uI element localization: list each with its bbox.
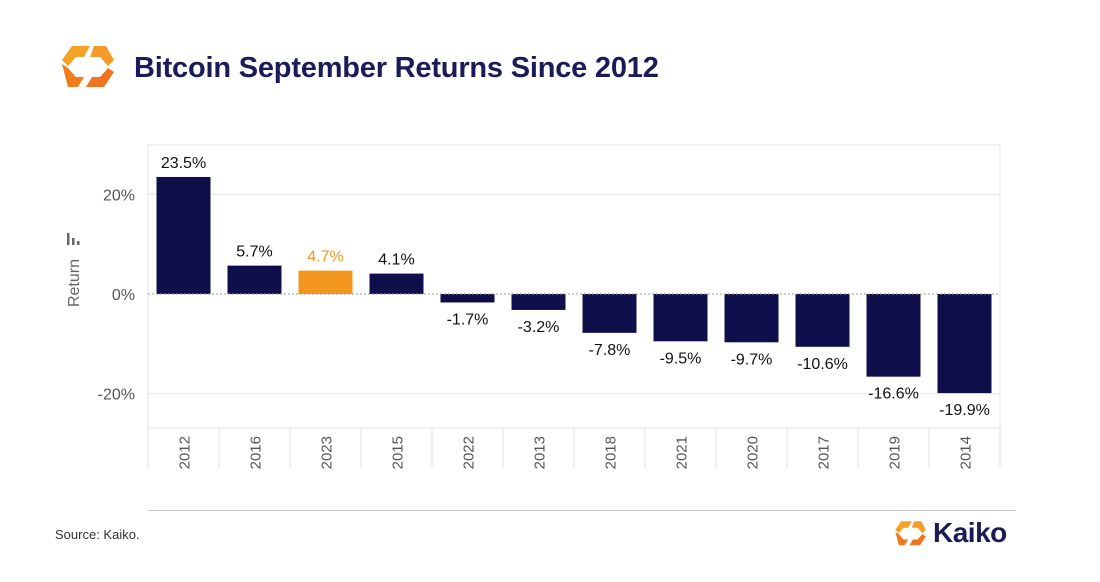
sort-icon-bar-1: [67, 233, 70, 245]
bar-2016: [227, 265, 282, 294]
bar-2022: [440, 294, 495, 303]
x-tick-label-2020: 2020: [745, 436, 762, 469]
sort-icon-bar-2: [72, 238, 75, 245]
y-tick-label: 0%: [112, 287, 135, 304]
bar-2012: [156, 176, 211, 294]
x-tick-label-2015: 2015: [390, 436, 407, 469]
bar-2019: [866, 294, 921, 377]
x-tick-label-2012: 2012: [177, 436, 194, 469]
kaiko-logo-icon: [62, 46, 114, 87]
data-label-2018: -7.8%: [589, 342, 631, 359]
bar-2018: [582, 294, 637, 333]
bar-2020: [724, 294, 779, 343]
data-label-2019: -16.6%: [868, 386, 919, 403]
x-tick-label-2021: 2021: [674, 436, 691, 469]
y-tick-label: -20%: [98, 387, 135, 404]
kaiko-footer-logo-icon: [895, 521, 926, 546]
bar-2014: [937, 294, 992, 394]
data-label-2020: -9.7%: [731, 351, 773, 368]
brand-name: Kaiko: [933, 517, 1007, 548]
data-label-2023: 4.7%: [307, 249, 343, 266]
data-label-2021: -9.5%: [660, 350, 702, 367]
chart-title: Bitcoin September Returns Since 2012: [134, 52, 659, 84]
source-note: Source: Kaiko.: [55, 527, 140, 542]
bar-2015: [369, 273, 424, 294]
x-tick-label-2018: 2018: [603, 436, 620, 469]
x-tick-label-2013: 2013: [532, 436, 549, 469]
y-axis-title: Return: [66, 259, 83, 307]
x-tick-label-2022: 2022: [461, 436, 478, 469]
x-tick-label-2016: 2016: [248, 436, 265, 469]
data-label-2022: -1.7%: [447, 311, 489, 328]
brand-logo: Kaiko: [893, 517, 1007, 549]
x-tick-label-2019: 2019: [887, 436, 904, 469]
sort-icon-bar-3: [77, 241, 80, 245]
footer-divider: [148, 510, 1016, 511]
bar-2021: [653, 294, 708, 342]
y-tick-label: 20%: [103, 187, 135, 204]
x-tick-label-2023: 2023: [319, 436, 336, 469]
data-label-2012: 23.5%: [161, 155, 206, 172]
x-tick-label-2014: 2014: [958, 436, 975, 469]
data-label-2016: 5.7%: [236, 244, 272, 261]
bar-2017: [795, 294, 850, 347]
x-tick-label-2017: 2017: [816, 436, 833, 469]
bar-chart: 20% 0% -20% 23.5% 2012 5.7% 2016 4.7% 2023 4.1% 20…: [66, 144, 1001, 469]
bar-2023: [298, 270, 353, 294]
bar-2013: [511, 294, 566, 310]
data-label-2014: -19.9%: [939, 402, 990, 419]
data-label-2013: -3.2%: [518, 319, 560, 336]
data-label-2015: 4.1%: [378, 252, 414, 269]
data-label-2017: -10.6%: [797, 356, 848, 373]
